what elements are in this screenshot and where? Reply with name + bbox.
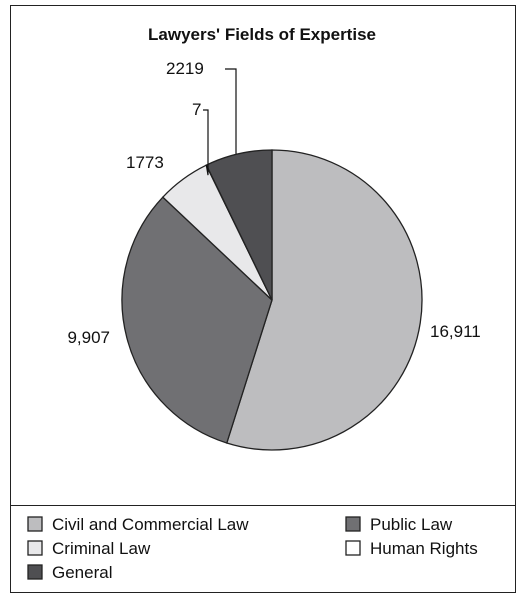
data-label-3: 1773 bbox=[126, 153, 164, 172]
data-label-1: 16,911 bbox=[430, 322, 481, 341]
legend-swatch-1 bbox=[27, 516, 43, 532]
leader-line-2 bbox=[225, 68, 237, 154]
legend bbox=[10, 505, 516, 593]
legend-swatch-5 bbox=[27, 564, 43, 580]
leader-line-1 bbox=[203, 109, 209, 176]
legend-label-4: Human Rights bbox=[370, 539, 478, 558]
pie-slice-2 bbox=[121, 196, 273, 444]
legend-swatch-3 bbox=[27, 540, 43, 556]
pie-slice-1 bbox=[225, 149, 423, 451]
legend-label-2: Public Law bbox=[370, 515, 453, 534]
data-label-5: 2219 bbox=[166, 59, 204, 78]
legend-label-5: General bbox=[52, 563, 112, 582]
data-label-4: 7 bbox=[192, 100, 201, 119]
legend-swatch-2 bbox=[345, 516, 361, 532]
pie-slice-5 bbox=[205, 149, 273, 301]
legend-swatch-4 bbox=[345, 540, 361, 556]
legend-label-1: Civil and Commercial Law bbox=[52, 515, 249, 534]
data-label-2: 9,907 bbox=[67, 328, 110, 347]
legend-label-3: Criminal Law bbox=[52, 539, 151, 558]
chart-title: Lawyers' Fields of Expertise bbox=[148, 25, 376, 44]
